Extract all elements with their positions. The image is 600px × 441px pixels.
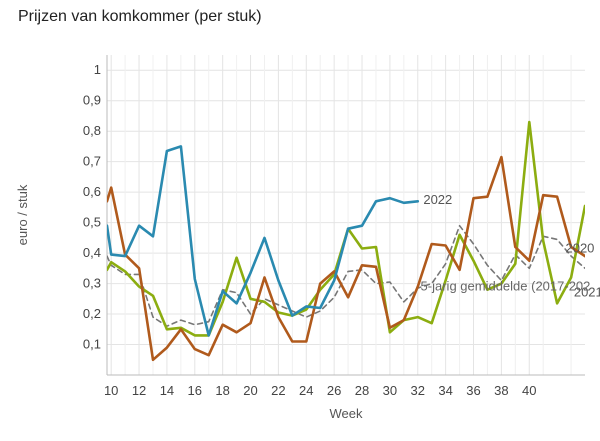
series-label: 5-jarig gemiddelde (2017-202 — [421, 279, 591, 294]
x-axis-title: Week — [330, 406, 363, 421]
x-tick-label: 38 — [494, 383, 508, 398]
y-tick-label: 1 — [94, 62, 101, 77]
x-tick-label: 26 — [327, 383, 341, 398]
x-tick-label: 14 — [160, 383, 174, 398]
y-tick-label: 0,9 — [83, 93, 101, 108]
series-layer — [107, 120, 585, 362]
x-tick-label: 18 — [215, 383, 229, 398]
x-tick-label: 28 — [355, 383, 369, 398]
x-tick-label: 32 — [411, 383, 425, 398]
y-tick-label: 0,7 — [83, 154, 101, 169]
series-line-2022 — [107, 145, 420, 337]
x-tick-label: 22 — [271, 383, 285, 398]
y-tick-label: 0,2 — [83, 306, 101, 321]
x-tick-label: 24 — [299, 383, 313, 398]
x-tick-label: 12 — [132, 383, 146, 398]
series-label: 2020 — [565, 241, 594, 256]
chart-title: Prijzen van komkommer (per stuk) — [18, 8, 262, 25]
x-tick-label: 20 — [243, 383, 257, 398]
y-tick-label: 0,1 — [83, 337, 101, 352]
grid-layer — [107, 55, 585, 375]
label-layer: 2022 2021 2020 5-jarig gemiddelde (2017-202 — [421, 192, 600, 300]
x-tick-label: 40 — [522, 383, 536, 398]
x-tick-label: 16 — [188, 383, 202, 398]
y-tick-label: 0,5 — [83, 215, 101, 230]
series-label: 2022 — [423, 192, 452, 207]
axis-layer: 0,1 0,2 0,3 0,4 0,5 0,6 0,7 0,8 0,9 1 10 12 14 16 18 20… — [15, 55, 585, 421]
series-label: 2021 — [574, 285, 600, 300]
y-tick-label: 0,6 — [83, 184, 101, 199]
y-tick-label: 0,3 — [83, 276, 101, 291]
y-axis-title: euro / stuk — [15, 184, 30, 245]
x-tick-label: 36 — [466, 383, 480, 398]
x-tick-label: 34 — [438, 383, 452, 398]
y-tick-label: 0,4 — [83, 245, 101, 260]
series-line-2020 — [107, 155, 585, 362]
y-tick-label: 0,8 — [83, 123, 101, 138]
x-tick-label: 30 — [383, 383, 397, 398]
x-tick-label: 10 — [104, 383, 118, 398]
